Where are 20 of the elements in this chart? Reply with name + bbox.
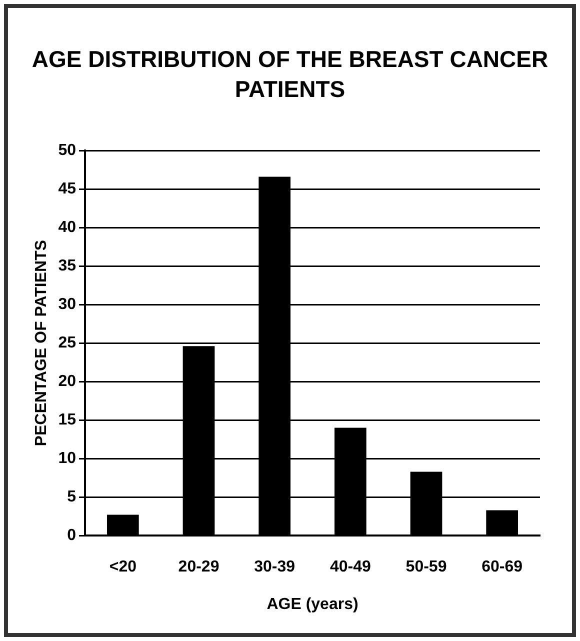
y-tick-label: 30 bbox=[58, 296, 76, 314]
y-tick-label: 0 bbox=[67, 527, 76, 544]
x-tick-label: 40-49 bbox=[330, 558, 371, 576]
y-tick-label: 20 bbox=[58, 373, 76, 390]
y-tick-label: 5 bbox=[67, 488, 76, 506]
x-tick-label: 20-29 bbox=[178, 558, 220, 576]
x-tick-label: 60-69 bbox=[482, 558, 523, 576]
x-tick-label: <20 bbox=[109, 558, 137, 576]
chart-title: AGE DISTRIBUTION OF THE BREAST CANCER PATIENTS bbox=[30, 45, 550, 104]
y-tick-label: 40 bbox=[58, 219, 76, 236]
x-tick-label: 50-59 bbox=[406, 558, 447, 576]
x-tick-label: 30-39 bbox=[254, 558, 296, 576]
y-axis-title: PECENTAGE OF PATIENTS bbox=[33, 240, 50, 446]
y-tick-label: 50 bbox=[58, 142, 76, 160]
x-axis-title: AGE (years) bbox=[266, 596, 358, 613]
y-tick-label: 15 bbox=[58, 412, 76, 429]
y-tick-label: 35 bbox=[58, 258, 76, 275]
y-tick-label: 45 bbox=[58, 180, 76, 198]
y-tick-label: 10 bbox=[58, 450, 76, 468]
y-tick-label: 25 bbox=[58, 334, 76, 352]
